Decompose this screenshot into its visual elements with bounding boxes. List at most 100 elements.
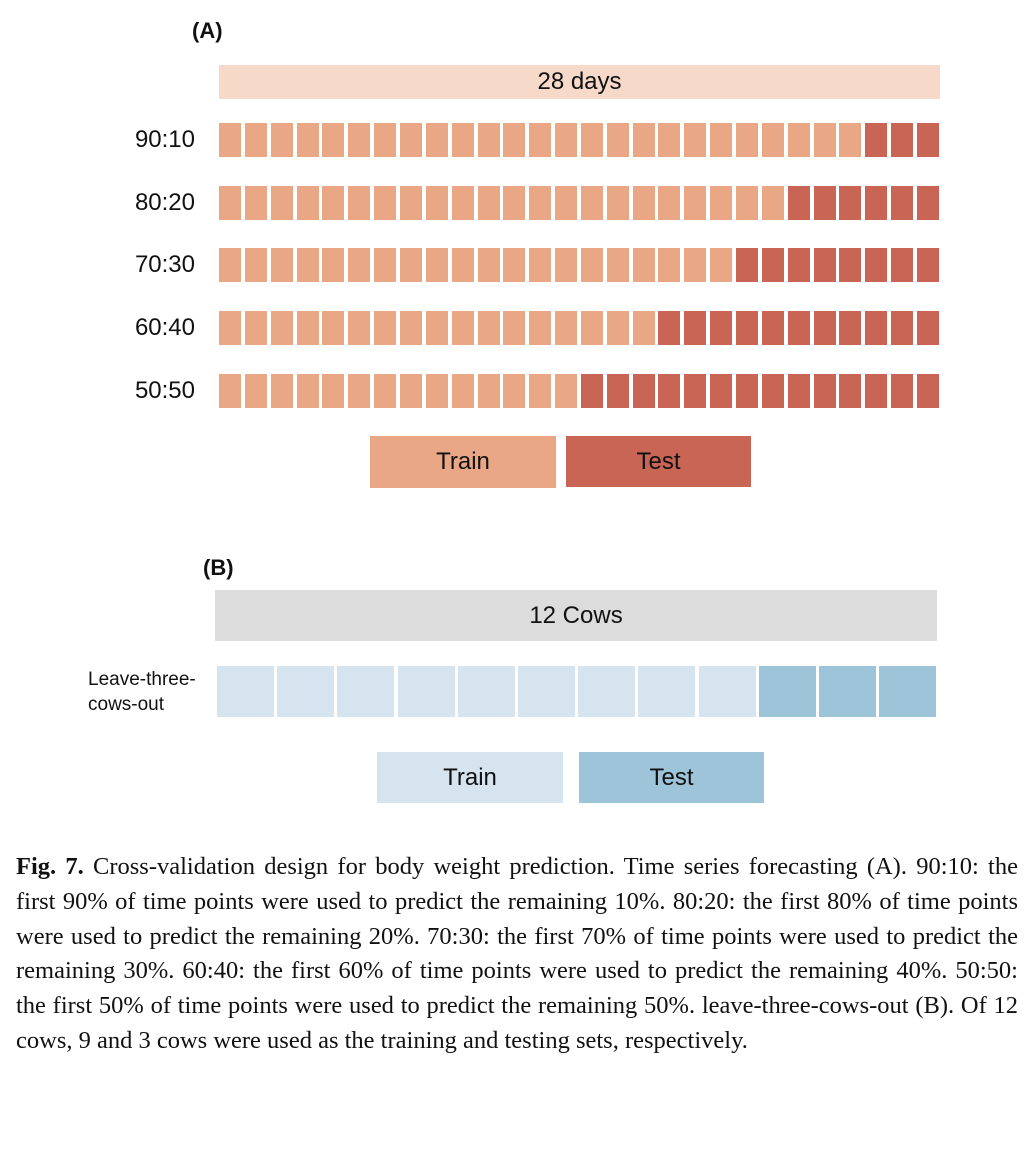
- train-day-cell: [555, 186, 578, 220]
- train-cow-cell: [578, 666, 636, 717]
- test-day-cell: [787, 311, 810, 345]
- train-day-cell: [477, 374, 500, 408]
- train-day-cell: [399, 186, 422, 220]
- train-day-cell: [219, 374, 241, 408]
- test-day-cell: [813, 311, 836, 345]
- train-day-cell: [632, 311, 655, 345]
- row-label: 70:30: [134, 251, 195, 278]
- caption-text: Cross-validation design for body weight …: [16, 853, 1018, 1054]
- test-day-cell: [839, 374, 862, 408]
- test-day-cell: [736, 311, 758, 345]
- train-day-cell: [425, 123, 448, 157]
- train-day-cell: [503, 311, 526, 345]
- train-day-cell: [580, 248, 603, 282]
- legend-train-a-label: Train: [436, 448, 490, 475]
- test-day-cell: [684, 374, 707, 408]
- test-day-cell: [865, 374, 888, 408]
- test-day-cell: [761, 311, 784, 345]
- panel-a-label: (A): [192, 18, 223, 43]
- test-cow-cell: [819, 666, 876, 717]
- row-label: 90:10: [134, 126, 195, 153]
- train-day-cell: [787, 123, 810, 157]
- test-day-cell: [916, 311, 939, 345]
- test-day-cell: [916, 248, 939, 282]
- train-day-cell: [658, 123, 681, 157]
- train-day-cell: [710, 123, 733, 157]
- train-day-cell: [348, 374, 371, 408]
- train-day-cell: [606, 311, 629, 345]
- train-day-cell: [270, 311, 293, 345]
- train-day-cell: [580, 311, 603, 345]
- train-day-cell: [244, 374, 267, 408]
- train-day-cell: [503, 248, 526, 282]
- train-day-cell: [606, 186, 629, 220]
- train-day-cell: [348, 248, 371, 282]
- test-day-cell: [710, 311, 733, 345]
- train-day-cell: [555, 374, 578, 408]
- train-day-cell: [374, 374, 397, 408]
- train-day-cell: [529, 186, 552, 220]
- train-day-cell: [580, 186, 603, 220]
- train-day-cell: [477, 311, 500, 345]
- train-day-cell: [270, 123, 293, 157]
- test-day-cell: [710, 374, 733, 408]
- train-day-cell: [451, 311, 474, 345]
- legend-train-b-label: Train: [443, 763, 497, 791]
- train-day-cell: [632, 123, 655, 157]
- train-day-cell: [296, 186, 319, 220]
- train-day-cell: [270, 248, 293, 282]
- train-day-cell: [425, 186, 448, 220]
- test-day-cell: [580, 374, 603, 408]
- test-day-cell: [813, 248, 836, 282]
- test-day-cell: [736, 374, 758, 408]
- train-cow-cell: [638, 666, 696, 717]
- panel-b-label: (B): [203, 555, 234, 580]
- train-day-cell: [529, 248, 552, 282]
- days-header-bar: 28 days: [219, 65, 940, 99]
- train-day-cell: [710, 248, 733, 282]
- train-day-cell: [296, 374, 319, 408]
- train-day-cell: [348, 311, 371, 345]
- cows-header-text: 12 Cows: [529, 601, 623, 629]
- train-cow-cell: [277, 666, 335, 717]
- train-day-cell: [632, 248, 655, 282]
- caption-fig-number: Fig. 7.: [16, 853, 84, 880]
- train-day-cell: [684, 248, 707, 282]
- train-day-cell: [219, 248, 241, 282]
- train-day-cell: [244, 248, 267, 282]
- test-day-cell: [916, 123, 939, 157]
- test-day-cell: [736, 248, 758, 282]
- train-day-cell: [761, 186, 784, 220]
- train-day-cell: [425, 374, 448, 408]
- train-day-cell: [736, 186, 758, 220]
- leave-three-label-line2: cows-out: [88, 694, 165, 715]
- test-day-cell: [891, 186, 914, 220]
- train-day-cell: [658, 186, 681, 220]
- test-day-cell: [839, 311, 862, 345]
- test-day-cell: [787, 374, 810, 408]
- train-day-cell: [477, 248, 500, 282]
- train-day-cell: [451, 248, 474, 282]
- train-day-cell: [451, 374, 474, 408]
- train-day-cell: [374, 311, 397, 345]
- train-day-cell: [348, 123, 371, 157]
- row-label: 80:20: [134, 189, 195, 216]
- test-day-cell: [865, 248, 888, 282]
- train-cow-cell: [518, 666, 575, 717]
- train-day-cell: [529, 311, 552, 345]
- train-day-cell: [839, 123, 862, 157]
- train-day-cell: [244, 311, 267, 345]
- row-label: 60:40: [134, 314, 195, 341]
- test-day-cell: [813, 186, 836, 220]
- row-label: 50:50: [134, 377, 195, 404]
- train-day-cell: [761, 123, 784, 157]
- test-day-cell: [839, 186, 862, 220]
- train-day-cell: [399, 311, 422, 345]
- train-day-cell: [555, 248, 578, 282]
- train-cow-cell: [457, 666, 515, 717]
- days-header-text: 28 days: [537, 68, 622, 95]
- train-day-cell: [658, 248, 681, 282]
- train-day-cell: [296, 123, 319, 157]
- train-day-cell: [322, 374, 345, 408]
- train-day-cell: [684, 123, 707, 157]
